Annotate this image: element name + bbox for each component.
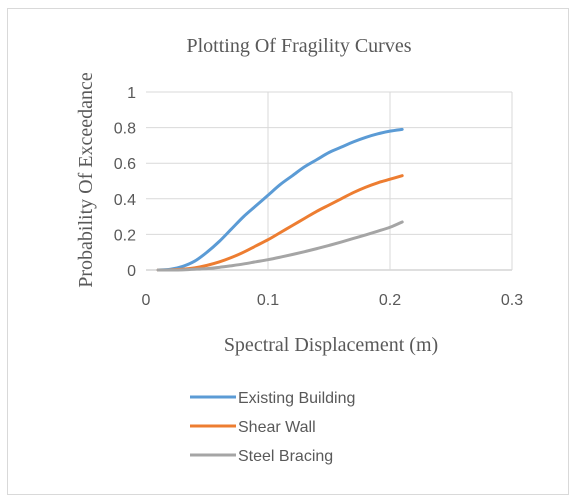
y-tick-label: 0.8 — [114, 121, 136, 138]
series-line-0 — [156, 127, 404, 272]
y-tick-label: 0.2 — [114, 227, 136, 244]
gridlines — [146, 91, 513, 271]
y-tick-label: 1 — [127, 85, 136, 102]
series-line-1 — [156, 174, 404, 272]
series-line-2 — [156, 220, 404, 272]
x-tick-labels: 0 0.1 0.2 0.3 — [142, 292, 524, 309]
x-tick-label: 0 — [142, 292, 151, 309]
x-tick-label: 0.2 — [379, 292, 401, 309]
y-tick-labels: 0 0.2 0.4 0.6 0.8 1 — [114, 85, 136, 280]
legend-label: Shear Wall — [238, 419, 316, 436]
series-lines — [156, 127, 404, 272]
legend: Existing Building Shear Wall Steel Bracing — [190, 390, 355, 465]
x-axis-label: Spectral Displacement (m) — [224, 334, 438, 356]
y-tick-label: 0 — [127, 263, 136, 280]
chart-frame — [7, 8, 569, 495]
x-tick-label: 0.3 — [501, 292, 523, 309]
y-axis-label: Probability Of Exceedance — [75, 72, 97, 288]
legend-label: Existing Building — [238, 390, 355, 407]
y-tick-label: 0.6 — [114, 156, 136, 173]
y-tick-label: 0.4 — [114, 192, 136, 209]
x-tick-label: 0.1 — [257, 292, 279, 309]
legend-label: Steel Bracing — [238, 448, 333, 465]
chart-title: Plotting Of Fragility Curves — [187, 35, 412, 57]
